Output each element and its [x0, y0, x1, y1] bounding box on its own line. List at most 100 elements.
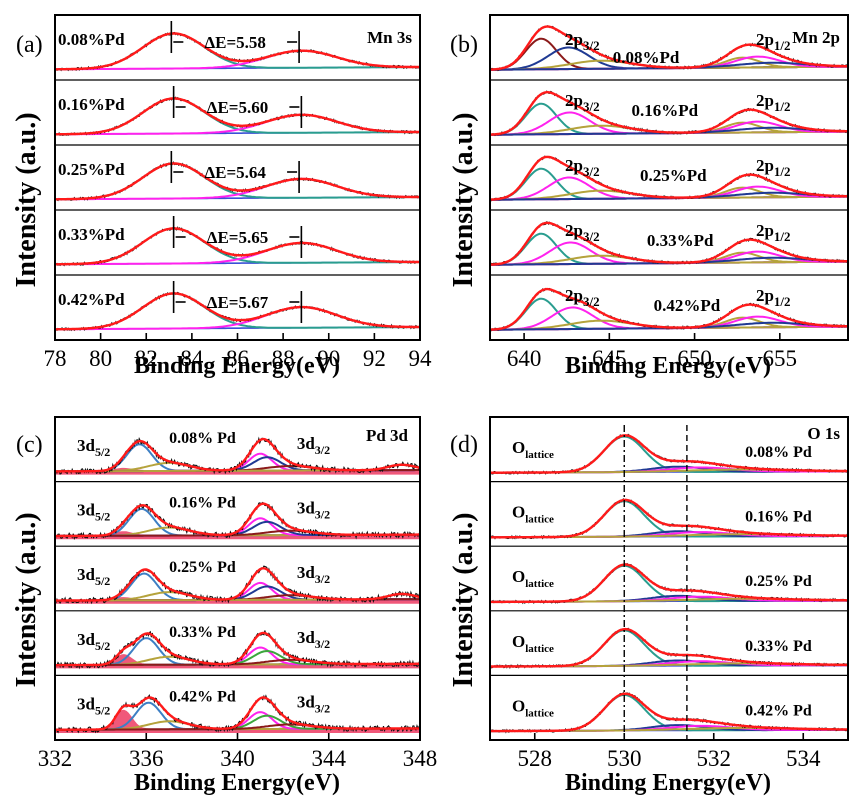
panel-letter: (b)	[450, 32, 478, 58]
sample-label: 0.25%Pd	[58, 160, 125, 179]
fit-envelope-line	[55, 696, 420, 731]
peak-label-3d52-main: 3d	[77, 694, 96, 713]
spectrum-5: Olattice 0.42% Pd	[489, 691, 849, 734]
x-tick-label: 88	[272, 346, 295, 371]
sample-label: 0.33%Pd	[647, 231, 714, 250]
x-tick-label: 650	[677, 346, 712, 371]
y-axis-title: Intensity (a.u.)	[11, 112, 42, 287]
peak-label-3d32: 3d3/2	[297, 628, 330, 651]
peak-label-3d32-main: 3d	[297, 563, 316, 582]
spectrum-3: 3d5/20.25% Pd 3d3/2	[54, 559, 421, 605]
peak-label-3d52-main: 3d	[77, 565, 96, 584]
panel-title: Pd 3d	[366, 426, 409, 445]
x-tick-label: 655	[763, 346, 798, 371]
peak-label-2p32-main: 2p	[565, 30, 583, 49]
spectrum-4: Olattice 0.33% Pd	[489, 627, 849, 670]
x-tick-label: 84	[180, 346, 204, 371]
x-tick-label: 344	[312, 746, 347, 771]
x-axis-title: Binding Energy(eV)	[134, 770, 340, 796]
x-tick-label: 86	[226, 346, 249, 371]
plot-frame	[489, 416, 849, 741]
x-axis-title: Binding Energy(eV)	[565, 770, 771, 796]
peak-label-3d32-main: 3d	[297, 434, 316, 453]
peak-label-2p12-main: 2p	[756, 30, 774, 49]
sample-label: 0.42%Pd	[654, 296, 721, 315]
peak-label-2p32-main: 2p	[565, 286, 583, 305]
peak-label-olattice: Olattice	[512, 438, 554, 461]
panel-letter: (d)	[450, 432, 478, 458]
peak-label-3d32-sub: 3/2	[315, 572, 330, 586]
peak-label-olattice-main: O	[512, 696, 525, 715]
x-tick-label: 78	[44, 346, 67, 371]
peak-label-3d32-sub: 3/2	[315, 508, 330, 522]
spectrum-1: 0.08%Pd ΔE=5.58	[54, 21, 421, 72]
peak-label-2p12-sub: 1/2	[774, 38, 791, 53]
peak-label-3d52-main: 3d	[77, 436, 96, 455]
fit-envelope-line	[55, 162, 420, 201]
sample-label: 0.42% Pd	[745, 702, 812, 719]
panel-a: 0.08%Pd ΔE=5.58 0.16%Pd ΔE=5.60 0.25%Pd ΔE=5.…	[11, 14, 432, 379]
spectrum-5: 0.42%Pd ΔE=5.67	[54, 281, 421, 332]
peak-label-2p12-main: 2p	[756, 221, 774, 240]
peak-label-3d52: 3d5/2	[77, 436, 110, 459]
peak-label-olattice-sub: lattice	[525, 449, 554, 461]
y-axis-title: Intensity (a.u.)	[448, 512, 479, 687]
peak-label-2p12-sub: 1/2	[774, 99, 791, 114]
sample-label: 0.33% Pd	[169, 624, 236, 641]
peak-label-3d52-sub: 5/2	[95, 445, 110, 459]
sample-label: 0.42% Pd	[169, 688, 236, 705]
peak-label-2p12: 2p1/2	[756, 30, 791, 53]
sample-label: 0.08%Pd	[58, 30, 125, 49]
fit-envelope-line	[490, 155, 848, 201]
x-axis-title: Binding Energy(eV)	[134, 353, 340, 379]
peak-label-olattice-sub: lattice	[525, 578, 554, 590]
spectrum-3: Olattice 0.25% Pd	[489, 562, 849, 605]
spectrum-1: 3d5/20.08% Pd 3d3/2	[54, 430, 421, 475]
peak-label-3d32-main: 3d	[297, 628, 316, 647]
peak-label-2p12-main: 2p	[756, 91, 774, 110]
x-tick-label: 528	[518, 746, 553, 771]
splitting-label: ΔE=5.64	[205, 163, 267, 182]
peak-label-3d52: 3d5/2	[77, 501, 110, 524]
peak-label-2p32: 2p3/2	[565, 30, 600, 53]
peak-label-2p32-sub: 3/2	[583, 229, 600, 244]
fit-envelope-line	[55, 567, 421, 602]
sample-label: 0.08% Pd	[169, 430, 236, 447]
fit-envelope-line	[55, 631, 420, 667]
peak-label-2p12-sub: 1/2	[774, 164, 791, 179]
peak-label-2p32-main: 2p	[565, 91, 583, 110]
peak-label-olattice-sub: lattice	[525, 643, 554, 655]
sample-label: 0.08% Pd	[745, 444, 812, 461]
panel-title: Mn 2p	[792, 28, 840, 47]
splitting-label: ΔE=5.58	[205, 33, 266, 52]
sample-label: 0.16% Pd	[169, 495, 236, 512]
sample-label: 0.25% Pd	[169, 559, 236, 576]
peak-label-2p32-main: 2p	[565, 156, 583, 175]
peak-label-2p12-sub: 1/2	[774, 229, 791, 244]
peak-label-olattice-main: O	[512, 503, 525, 522]
spectrum-3: 0.25%Pd ΔE=5.64	[54, 151, 421, 202]
peak-label-3d32: 3d3/2	[297, 499, 330, 522]
fit-envelope-line	[490, 221, 848, 266]
fit-envelope-line	[55, 292, 420, 331]
y-axis-title: Intensity (a.u.)	[448, 112, 479, 287]
peak-label-3d32-sub: 3/2	[315, 443, 330, 457]
spectrum-2: Olattice 0.16% Pd	[489, 497, 849, 540]
raw-data-line	[54, 501, 421, 541]
x-tick-label: 640	[507, 346, 542, 371]
spectrum-4: 0.33%Pd ΔE=5.65	[54, 216, 421, 267]
peak-label-3d52-sub: 5/2	[95, 510, 110, 524]
spectrum-2: 3d5/2 0.16% Pd 3d3/2	[54, 495, 421, 541]
peak-label-2p12: 2p1/2	[756, 156, 791, 179]
x-tick-label: 340	[220, 746, 255, 771]
spectrum-2: 0.16%Pd ΔE=5.60	[54, 86, 421, 137]
panel-letter: (c)	[16, 432, 43, 458]
peak-label-2p32-sub: 3/2	[583, 294, 600, 309]
fit-envelope-line	[55, 502, 420, 538]
sample-label: 0.25%Pd	[640, 166, 707, 185]
peak-label-2p12: 2p1/2	[756, 91, 791, 114]
sample-label: 0.16%Pd	[58, 95, 125, 114]
